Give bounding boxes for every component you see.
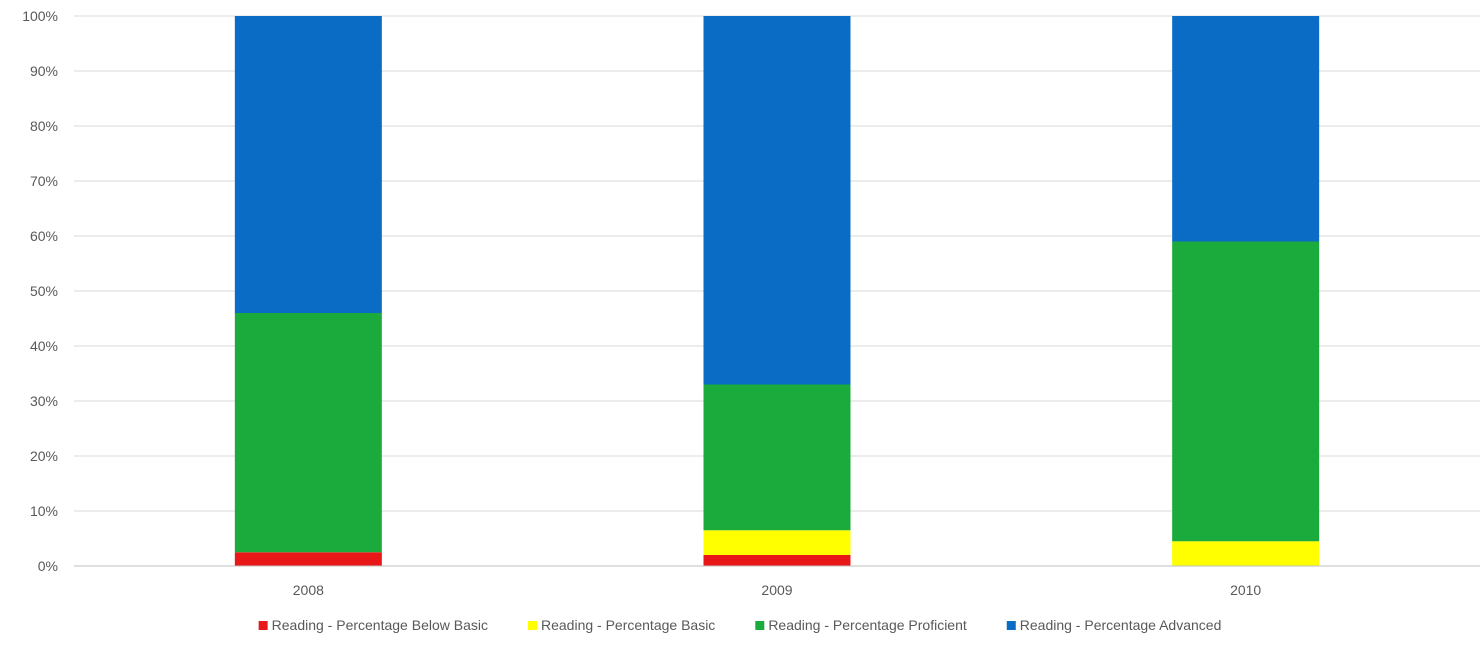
bar-segment <box>703 384 851 531</box>
legend-label: Reading - Percentage Basic <box>541 617 715 633</box>
y-tick-label: 0% <box>38 558 58 574</box>
bar-segment <box>703 555 851 566</box>
legend-swatch <box>258 621 268 630</box>
legend: Reading - Percentage Below Basic Reading … <box>258 617 1222 633</box>
x-tick-label: 2010 <box>1230 582 1261 598</box>
bar-segment <box>234 16 382 313</box>
bar-segment <box>1172 241 1320 542</box>
legend-label: Reading - Percentage Below Basic <box>272 617 488 633</box>
y-tick-label: 50% <box>30 283 58 299</box>
x-axis: 2008 2009 2010 <box>74 565 1480 598</box>
y-tick-label: 90% <box>30 63 58 79</box>
legend-swatch <box>527 621 537 630</box>
legend-label: Reading - Percentage Advanced <box>1020 617 1222 633</box>
y-tick-label: 40% <box>30 338 58 354</box>
bar-segment <box>234 313 382 553</box>
legend-swatch <box>755 621 765 630</box>
y-tick-label: 60% <box>30 228 58 244</box>
y-tick-label: 30% <box>30 393 58 409</box>
legend-label: Reading - Percentage Proficient <box>768 617 967 633</box>
bar-segment <box>703 16 851 385</box>
bars <box>234 16 1320 566</box>
y-tick-label: 70% <box>30 173 58 189</box>
y-tick-label: 100% <box>22 8 58 24</box>
bar-segment <box>1172 16 1320 242</box>
x-tick-label: 2009 <box>761 582 792 598</box>
bar-segment <box>1172 541 1320 566</box>
legend-swatch <box>1006 621 1016 630</box>
y-axis-tick-labels: 0% 10% 20% 30% 40% 50% 60% 70% 80% 90% 100% <box>22 8 58 574</box>
bar-segment <box>234 552 382 566</box>
x-tick-label: 2008 <box>293 582 324 598</box>
y-tick-label: 10% <box>30 503 58 519</box>
y-tick-label: 20% <box>30 448 58 464</box>
bar-segment <box>703 530 851 555</box>
y-tick-label: 80% <box>30 118 58 134</box>
